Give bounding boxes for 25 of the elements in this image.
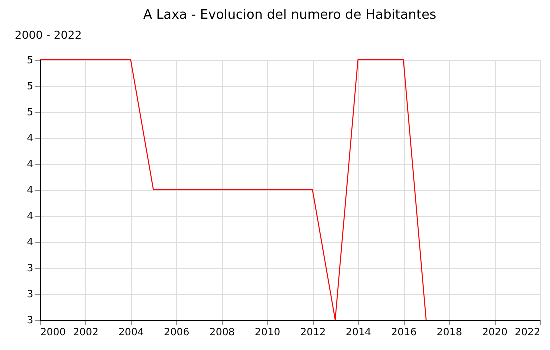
y-tick-label: 3 [27,290,34,300]
y-tick-label: 4 [27,186,34,196]
x-tick-label: 2020 [482,328,508,338]
x-tick-label: 2006 [164,328,190,338]
y-tick-label: 4 [27,160,34,170]
x-tick-label: 2022 [515,328,540,338]
y-tick-label: 4 [27,238,34,248]
y-tick-label: 3 [27,316,34,326]
x-tick-label: 2000 [40,328,66,338]
y-tick-label: 5 [27,108,34,118]
x-tick-label: 2010 [255,328,280,338]
y-tick-label: 5 [27,56,34,66]
y-tick-label: 4 [27,134,34,144]
x-tick-label: 2002 [73,328,99,338]
x-tick-label: 2008 [210,328,236,338]
y-tick-label: 3 [27,264,34,274]
x-tick-label: 2016 [391,328,417,338]
chart-title: A Laxa - Evolucion del numero de Habitantes [143,8,437,23]
x-tick-label: 2012 [300,328,326,338]
x-tick-label: 2018 [436,328,462,338]
x-tick-label: 2014 [346,328,372,338]
y-tick-label: 4 [27,212,34,222]
x-tick-label: 2004 [118,328,144,338]
y-tick-label: 5 [27,82,34,92]
text: 2000 - 2022 [15,29,82,42]
